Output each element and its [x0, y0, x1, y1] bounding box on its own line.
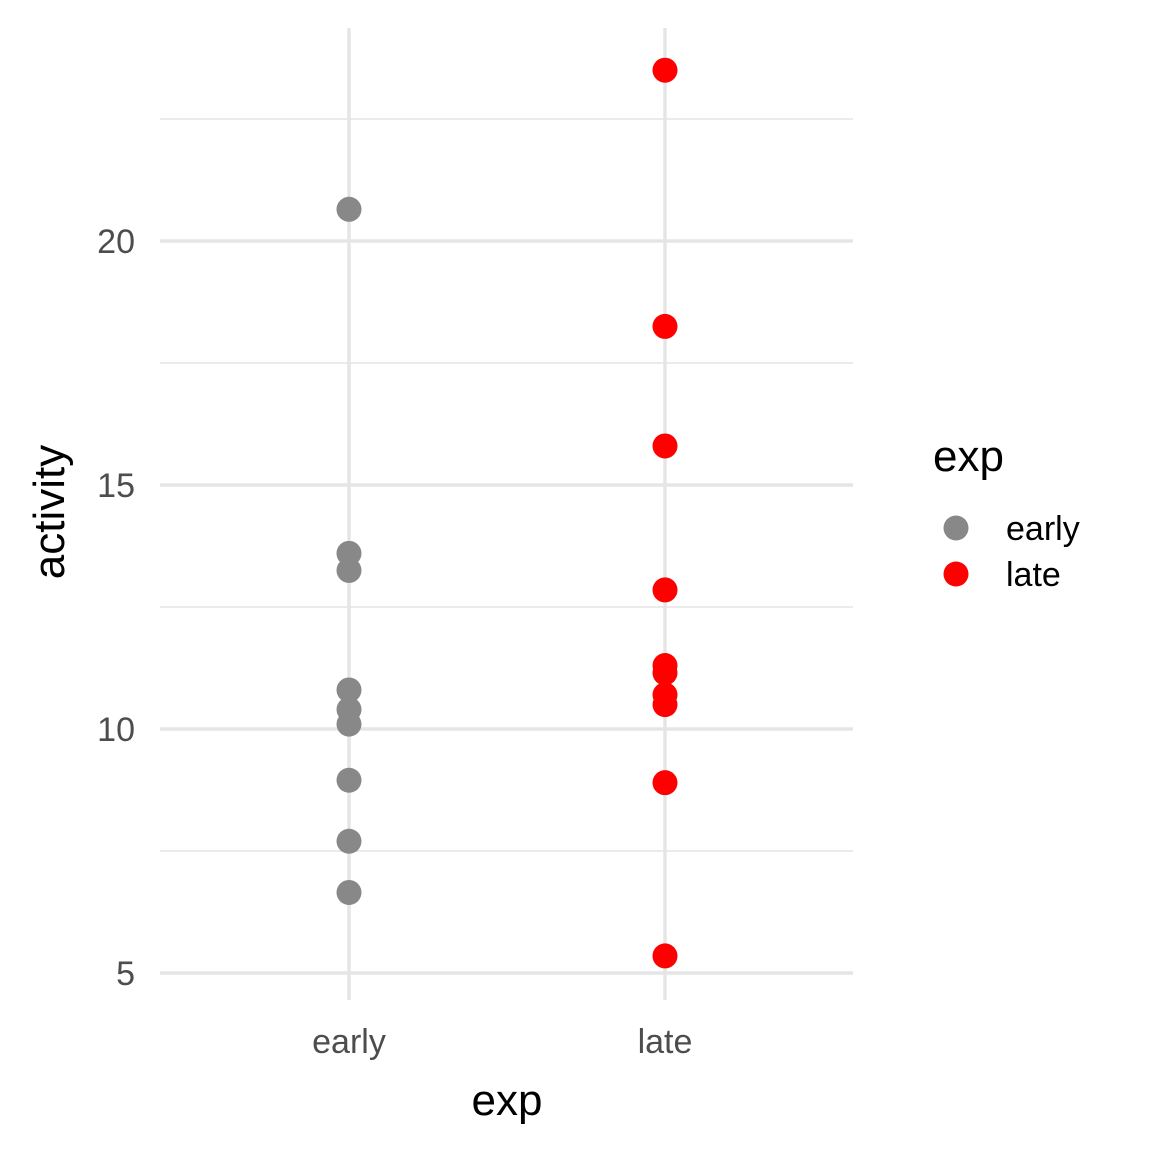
minor-gridlines	[160, 118, 853, 852]
y-tick-label: 20	[97, 223, 135, 261]
data-point-late	[652, 943, 678, 969]
legend-label-early: early	[1006, 510, 1080, 548]
y-tick-label: 5	[116, 955, 135, 993]
data-point-late	[652, 770, 678, 796]
data-point-early	[336, 557, 362, 583]
major-gridlines	[160, 28, 853, 1000]
y-tick-label: 10	[97, 711, 135, 749]
x-tick-labels: early late	[312, 1023, 692, 1061]
data-point-early	[336, 879, 362, 905]
data-point-early	[336, 767, 362, 793]
x-tick-label: late	[638, 1023, 693, 1061]
data-point-late	[652, 57, 678, 83]
data-point-late	[652, 313, 678, 339]
data-point-early	[336, 196, 362, 222]
x-tick-label: early	[312, 1023, 386, 1061]
data-point-early	[336, 711, 362, 737]
legend-entries: early late	[943, 510, 1080, 594]
data-point-late	[652, 577, 678, 603]
data-point-early	[336, 540, 362, 566]
legend: exp early late	[933, 432, 1080, 594]
legend-label-late: late	[1006, 556, 1061, 594]
x-axis-title: exp	[472, 1076, 543, 1125]
y-axis-title: activity	[25, 445, 74, 579]
data-point-late	[652, 660, 678, 686]
legend-key-early	[943, 515, 969, 541]
data-point-early	[336, 677, 362, 703]
y-tick-labels: 5 10 15 20	[97, 223, 135, 993]
y-tick-label: 15	[97, 467, 135, 505]
data-point-early	[336, 828, 362, 854]
data-point-late	[652, 692, 678, 718]
data-point-late	[652, 433, 678, 459]
data-points	[336, 57, 678, 969]
legend-title: exp	[933, 432, 1004, 481]
legend-key-late	[943, 561, 969, 587]
